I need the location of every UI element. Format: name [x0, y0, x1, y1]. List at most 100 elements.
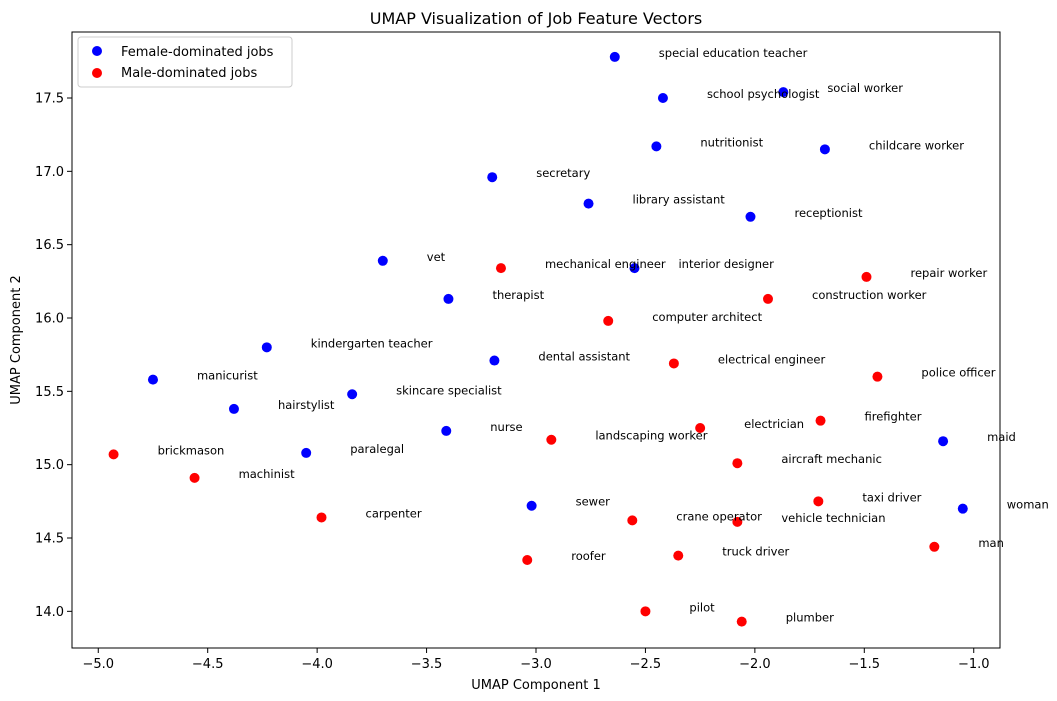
x-tick-label: −4.5 [192, 657, 224, 672]
x-tick-label: −3.0 [520, 657, 552, 672]
point-label-aircraft-mechanic: aircraft mechanic [781, 452, 882, 466]
point-skincare-specialist [347, 389, 358, 400]
y-tick-label: 14.0 [35, 605, 64, 620]
y-tick-label: 16.0 [35, 312, 64, 327]
point-label-landscaping-worker: landscaping worker [595, 429, 707, 443]
point-paralegal [301, 447, 312, 458]
point-computer-architect [603, 315, 614, 326]
x-tick-label: −4.0 [301, 657, 333, 672]
point-woman [957, 503, 968, 514]
point-label-man: man [978, 536, 1004, 550]
points-layer [108, 51, 968, 627]
point-label-nutritionist: nutritionist [700, 135, 763, 149]
point-label-woman: woman [1007, 498, 1049, 512]
point-label-kindergarten-teacher: kindergarten teacher [311, 336, 433, 350]
legend-label-female: Female-dominated jobs [121, 45, 274, 60]
point-nurse [441, 425, 452, 436]
point-label-construction-worker: construction worker [812, 288, 927, 302]
point-label-manicurist: manicurist [197, 369, 258, 383]
x-axis-label: UMAP Component 1 [471, 678, 600, 693]
y-axis-ticks: 14.0 14.5 15.0 15.5 16.0 16.5 17.0 17.5 [35, 92, 72, 620]
point-sewer [526, 500, 537, 511]
point-electrician [695, 423, 706, 433]
legend-swatch-female [92, 46, 102, 56]
point-construction-worker [763, 293, 773, 304]
point-label-firefighter: firefighter [865, 410, 922, 424]
point-machinist [189, 472, 200, 483]
y-axis-label: UMAP Component 2 [9, 275, 24, 404]
y-tick-label: 17.0 [35, 165, 64, 180]
point-label-computer-architect: computer architect [652, 310, 762, 324]
point-label-crane-operator: crane operator [676, 509, 762, 523]
point-landscaping-worker [546, 434, 557, 445]
point-mechanical-engineer [495, 263, 506, 274]
point-childcare-worker [819, 144, 830, 155]
point-label-dental-assistant: dental assistant [538, 350, 630, 364]
legend-swatch-male [92, 68, 102, 78]
x-tick-label: −1.5 [849, 657, 881, 672]
point-truck-driver [673, 550, 684, 561]
point-label-library-assistant: library assistant [633, 193, 726, 207]
legend-label-male: Male-dominated jobs [121, 66, 257, 81]
point-school-psychologist [657, 93, 668, 103]
point-brickmason [108, 449, 119, 460]
point-label-maid: maid [987, 430, 1016, 444]
x-tick-label: −2.5 [630, 657, 662, 672]
point-vehicle-technician [732, 516, 743, 527]
point-label-mechanical-engineer: mechanical engineer [545, 257, 666, 271]
point-label-skincare-specialist: skincare specialist [396, 383, 502, 397]
point-dental-assistant [489, 355, 500, 366]
y-tick-label: 14.5 [35, 532, 64, 547]
point-label-roofer: roofer [571, 549, 606, 563]
point-label-special-education-teacher: special education teacher [659, 46, 808, 60]
point-firefighter [815, 415, 826, 426]
point-vet [377, 255, 388, 266]
point-therapist [443, 293, 454, 304]
point-label-vehicle-technician: vehicle technician [781, 511, 885, 525]
y-tick-label: 15.5 [35, 385, 64, 400]
x-tick-label: −2.0 [739, 657, 771, 672]
point-label-vet: vet [427, 250, 446, 264]
point-label-therapist: therapist [492, 288, 544, 302]
legend: Female-dominated jobs Male-dominated job… [77, 36, 293, 88]
point-interior-designer [629, 263, 640, 274]
x-tick-label: −1.0 [958, 657, 990, 672]
point-label-sewer: sewer [576, 495, 611, 509]
point-label-pilot: pilot [689, 600, 715, 614]
point-electrical-engineer [668, 358, 679, 369]
point-label-machinist: machinist [239, 467, 296, 481]
point-receptionist [745, 211, 756, 222]
point-label-carpenter: carpenter [366, 506, 422, 520]
point-label-electrician: electrician [744, 417, 804, 431]
point-label-electrical-engineer: electrical engineer [718, 352, 826, 366]
point-label-paralegal: paralegal [350, 442, 404, 456]
point-social-worker [778, 87, 789, 98]
point-label-school-psychologist: school psychologist [707, 87, 820, 101]
point-kindergarten-teacher [261, 342, 272, 353]
point-nutritionist [651, 141, 662, 152]
point-hairstylist [228, 403, 239, 414]
plot-frame [71, 31, 1001, 649]
point-repair-worker [861, 271, 872, 282]
point-aircraft-mechanic [732, 458, 743, 469]
point-roofer [522, 555, 533, 565]
point-label-receptionist: receptionist [794, 206, 862, 220]
point-label-repair-worker: repair worker [910, 266, 987, 280]
point-pilot [640, 606, 651, 617]
point-label-interior-designer: interior designer [678, 257, 774, 271]
point-label-hairstylist: hairstylist [278, 398, 335, 412]
point-police-officer [872, 371, 883, 382]
point-maid [938, 436, 949, 447]
point-label-childcare-worker: childcare worker [869, 138, 964, 152]
x-tick-label: −5.0 [82, 657, 114, 672]
point-taxi-driver [813, 496, 824, 507]
point-label-police-officer: police officer [921, 366, 995, 380]
point-label-social-worker: social worker [827, 81, 903, 95]
point-special-education-teacher [609, 51, 620, 62]
point-label-taxi-driver: taxi driver [862, 490, 921, 504]
point-label-truck-driver: truck driver [722, 545, 789, 559]
legend-box [77, 36, 293, 88]
point-secretary [487, 172, 498, 183]
point-label-brickmason: brickmason [158, 443, 225, 457]
